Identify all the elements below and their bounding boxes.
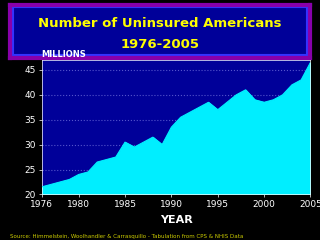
Text: YEAR: YEAR (160, 215, 192, 225)
Text: MILLIONS: MILLIONS (42, 50, 86, 59)
Text: Source: Himmelstein, Woolhandler & Carrasquillo - Tabulation from CPS & NHIS Dat: Source: Himmelstein, Woolhandler & Carra… (10, 234, 243, 239)
Text: 1976-2005: 1976-2005 (121, 38, 199, 51)
Text: Number of Uninsured Americans: Number of Uninsured Americans (38, 17, 282, 30)
